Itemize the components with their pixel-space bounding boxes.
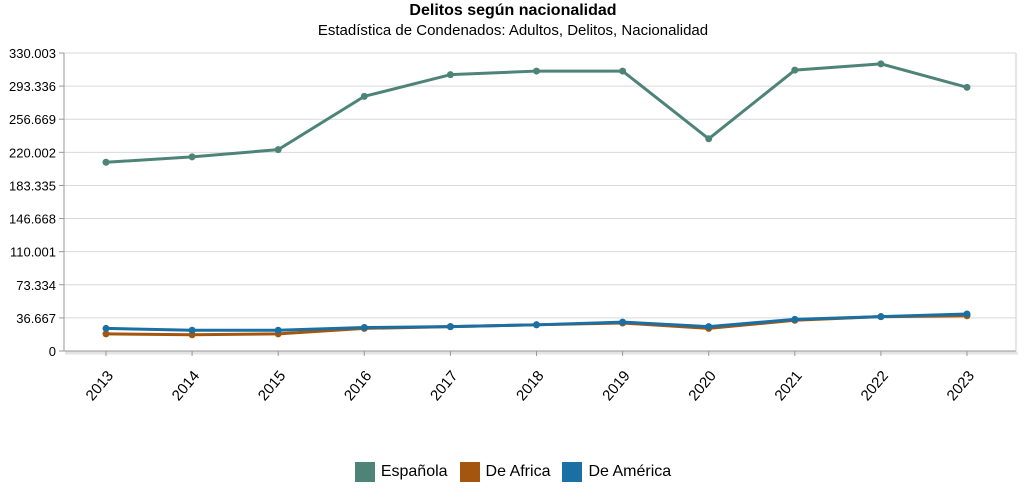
- y-tick-label: 256.669: [9, 112, 56, 127]
- data-point[interactable]: [705, 135, 713, 143]
- legend-swatch: [562, 462, 583, 482]
- axes: [63, 53, 1018, 355]
- data-point[interactable]: [705, 323, 713, 331]
- data-point[interactable]: [102, 324, 110, 332]
- data-point[interactable]: [446, 71, 454, 79]
- data-point[interactable]: [102, 330, 110, 338]
- data-point[interactable]: [619, 318, 627, 326]
- x-tick-label: 2017: [427, 368, 461, 404]
- x-tick-label: 2014: [169, 368, 203, 404]
- y-axis-ticks: 0 36.667 73.334 110.001 146.668 183.335 220.00…: [9, 46, 64, 359]
- y-tick-label: 220.002: [9, 145, 56, 160]
- x-tick-label: 2023: [944, 368, 978, 404]
- legend-item[interactable]: Española: [354, 462, 448, 482]
- x-axis-ticks: 2013 2014 2015 2016 2017 2018 2019 2020 2021 2022…: [83, 351, 978, 404]
- y-tick-label: 110.001: [10, 245, 56, 260]
- x-tick-label: 2015: [255, 368, 289, 404]
- chart-subtitle: Estadística de Condenados: Adultos, Deli…: [317, 22, 709, 39]
- x-tick-label: 2020: [685, 368, 719, 404]
- x-tick-label: 2021: [771, 368, 805, 404]
- legend: Española De Africa De América: [0, 462, 1026, 482]
- data-point[interactable]: [963, 310, 971, 318]
- x-tick-label: 2019: [599, 368, 633, 404]
- y-tick-label: 0: [49, 344, 56, 359]
- legend-swatch: [354, 462, 375, 482]
- legend-swatch: [459, 462, 480, 482]
- legend-label: De Africa: [485, 463, 551, 480]
- x-tick-label: 2022: [857, 368, 891, 404]
- x-tick-label: 2013: [83, 368, 117, 404]
- y-tick-label: 73.334: [16, 278, 56, 293]
- data-point[interactable]: [102, 158, 110, 166]
- x-tick-label: 2016: [341, 368, 375, 404]
- data-point[interactable]: [877, 60, 885, 68]
- data-point[interactable]: [446, 323, 454, 331]
- y-tick-label: 293.336: [9, 79, 56, 94]
- y-tick-label: 330.003: [9, 46, 56, 61]
- data-point[interactable]: [791, 315, 799, 323]
- legend-item[interactable]: De América: [562, 462, 671, 482]
- data-point[interactable]: [963, 83, 971, 91]
- data-point[interactable]: [188, 153, 196, 161]
- data-point[interactable]: [791, 66, 799, 74]
- chart-title: Delitos según nacionalidad: [409, 2, 617, 19]
- y-tick-label: 183.335: [9, 178, 56, 193]
- data-point[interactable]: [274, 326, 282, 334]
- data-point[interactable]: [360, 324, 368, 332]
- data-point[interactable]: [533, 67, 540, 75]
- y-tick-label: 36.667: [16, 311, 56, 326]
- legend-label: De América: [588, 463, 672, 480]
- y-tick-label: 146.668: [9, 212, 56, 227]
- data-point[interactable]: [360, 92, 368, 100]
- grid-lines: [64, 52, 1016, 352]
- series-line: [105, 62, 968, 164]
- series-española: [102, 60, 971, 166]
- x-tick-label: 2018: [513, 368, 547, 404]
- series-de-américa: [102, 310, 971, 334]
- data-point[interactable]: [877, 313, 885, 321]
- legend-label: Española: [380, 463, 448, 480]
- data-point[interactable]: [619, 67, 627, 75]
- data-point[interactable]: [533, 321, 540, 329]
- data-point[interactable]: [188, 326, 196, 334]
- data-point[interactable]: [274, 146, 282, 154]
- line-chart: 0 36.667 73.334 110.001 146.668 183.335 220.00…: [9, 46, 1018, 404]
- series-group: [102, 60, 971, 339]
- legend-item[interactable]: De Africa: [459, 462, 551, 482]
